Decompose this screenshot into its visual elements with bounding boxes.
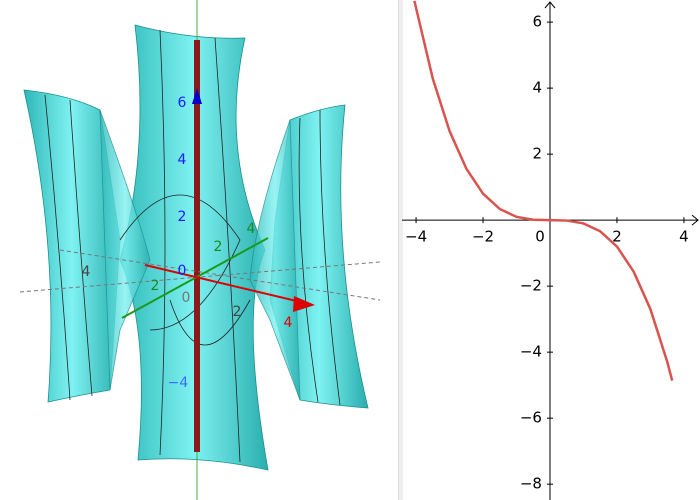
function-curve [413,0,674,381]
y-tick-label: −2 [520,277,542,295]
axis-3d-label: 0 [178,263,187,279]
axis-3d-label: 4 [178,152,187,168]
y-tick-label: 2 [532,145,542,163]
axis-3d-label: 6 [178,95,187,111]
graphics-3d-view[interactable]: 6 4 2 0 −4 2 4 0 2 4 2 4 [0,0,398,500]
x-axis [144,264,306,304]
x-tick-label: 2 [612,228,622,246]
x-tick-label: 4 [679,228,689,246]
vertical-segment [194,40,200,452]
axis-3d-label: 4 [82,264,91,280]
arrow [192,88,202,104]
surface [23,24,369,471]
x-tick-label: −2 [472,228,494,246]
axis-3d-label: 0 [182,290,191,306]
plane-line [19,261,381,293]
x-axis-arrow [691,214,699,226]
axis-3d-label: 2 [178,209,187,225]
mesh-lines [44,29,341,463]
graphics-2d-view[interactable]: −4 −2 0 2 4 −8 −6 −4 −2 2 4 6 [402,0,700,500]
y-tick-label: 4 [532,79,542,97]
view-divider[interactable] [398,0,403,500]
y-tick-label: −4 [520,343,542,361]
y-tick-label: −6 [520,409,542,427]
plane-line [59,249,381,301]
x-tick-label: −4 [405,228,427,246]
y-axis-arrow [544,1,556,9]
axis-3d-label: 2 [151,278,160,294]
axis-3d-label: 2 [214,239,223,255]
y-tick-label: 6 [532,13,542,31]
y-tick-label: −8 [520,475,542,493]
x-tick-label: 0 [535,228,545,246]
y-axis [121,237,269,319]
axis-3d-label: 4 [247,221,256,237]
axis-3d-label: 4 [284,315,293,331]
arrow [293,296,315,312]
axis-3d-label: −4 [168,375,189,391]
axis-3d-label: 2 [233,304,242,320]
